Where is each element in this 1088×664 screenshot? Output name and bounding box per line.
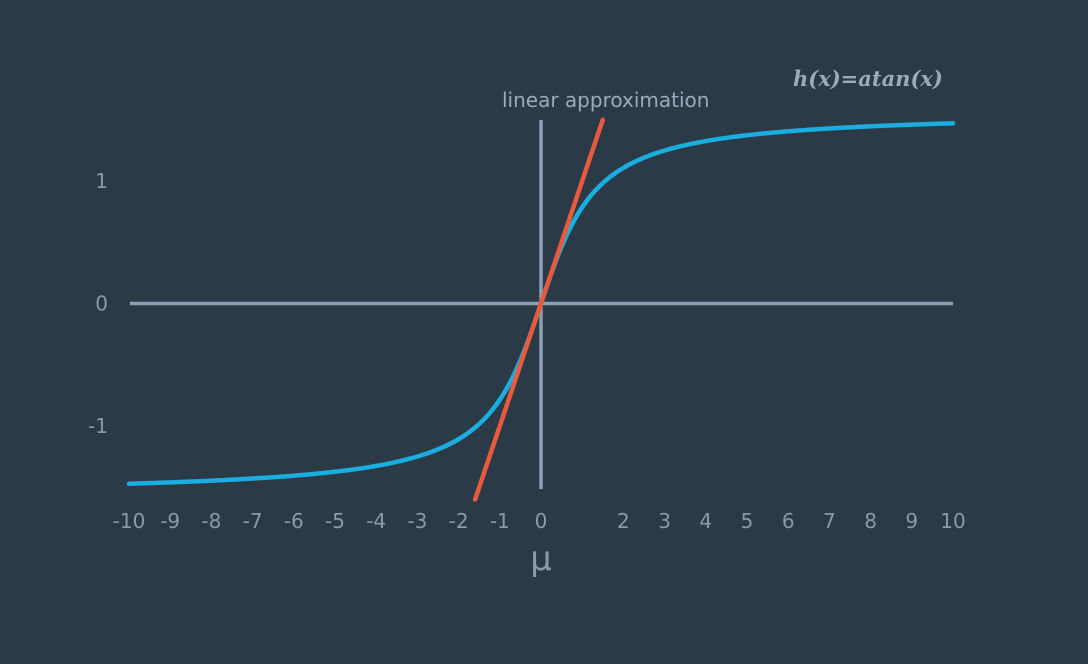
x-tick-label: 0 [535, 509, 548, 533]
x-tick-label: -4 [366, 509, 386, 533]
x-tick-label: -6 [284, 509, 304, 533]
x-tick-label: -9 [160, 509, 180, 533]
x-tick-label: -5 [325, 509, 345, 533]
series-line-linear-approximation [472, 117, 606, 502]
x-tick-label: -1 [490, 509, 510, 533]
x-tick-label: 5 [741, 509, 754, 533]
y-tick-label: -1 [88, 414, 108, 438]
x-tick-label: 4 [699, 509, 712, 533]
x-tick-label: 2 [617, 509, 630, 533]
x-tick-label: -8 [201, 509, 221, 533]
annotation-linear-approximation: linear approximation [502, 88, 709, 112]
x-tick-label: -3 [407, 509, 427, 533]
x-tick-label: -2 [449, 509, 469, 533]
annotation-function-label: h(x)=atan(x) [793, 66, 943, 91]
curves [126, 117, 956, 502]
x-tick-label: -7 [243, 509, 263, 533]
x-axis-label: μ [530, 539, 552, 579]
x-tick-label: 9 [905, 509, 918, 533]
y-tick-label: 0 [95, 292, 108, 316]
y-tick-label: 1 [95, 169, 108, 193]
x-tick-label: 7 [823, 509, 836, 533]
x-tick-label: 6 [782, 509, 795, 533]
x-tick-label: 8 [864, 509, 877, 533]
x-tick-label: 3 [658, 509, 671, 533]
x-tick-label: -10 [113, 509, 146, 533]
x-tick-label: 10 [940, 509, 965, 533]
